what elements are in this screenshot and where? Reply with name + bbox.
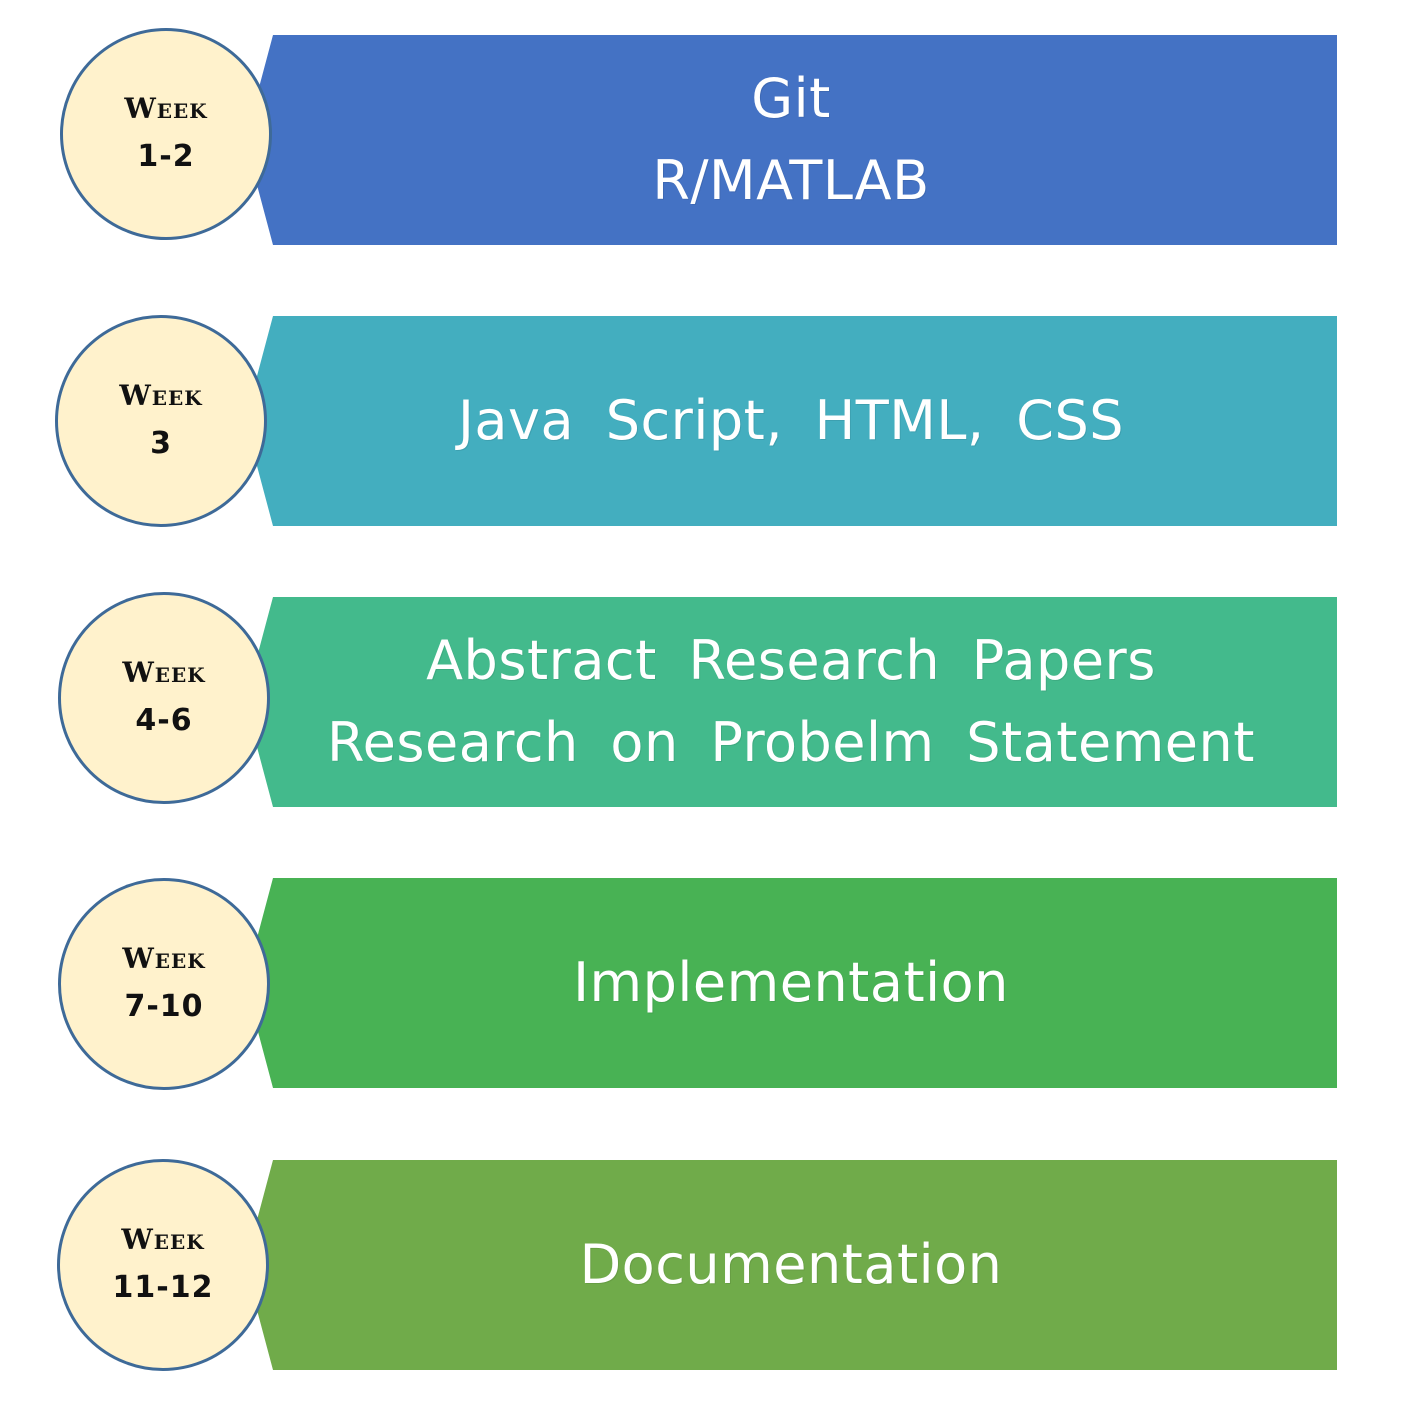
step-banner: Abstract Research Papers Research on Pro… <box>245 597 1337 807</box>
week-range: 3 <box>150 426 172 461</box>
step-text-line: Implementation <box>573 951 1009 1014</box>
step-banner: Git R/MATLAB <box>245 35 1337 245</box>
timeline-step-week-1-2: Git R/MATLAB Week 1-2 <box>0 28 1421 248</box>
timeline-step-week-7-10: Implementation Week 7-10 <box>0 871 1421 1091</box>
week-range: 7-10 <box>124 989 204 1024</box>
week-label: Week <box>122 942 206 975</box>
step-banner: Java Script, HTML, CSS <box>245 316 1337 526</box>
week-badge: Week 3 <box>55 315 267 527</box>
step-text-line: Research on Probelm Statement <box>327 711 1255 774</box>
week-label: Week <box>124 92 208 125</box>
step-text-line: R/MATLAB <box>652 149 930 212</box>
step-banner: Implementation <box>245 878 1337 1088</box>
week-range: 11-12 <box>112 1270 214 1305</box>
timeline-step-week-3: Java Script, HTML, CSS Week 3 <box>0 309 1421 529</box>
timeline-step-week-11-12: Documentation Week 11-12 <box>0 1153 1421 1373</box>
step-text-line: Java Script, HTML, CSS <box>457 389 1125 452</box>
week-label: Week <box>122 656 206 689</box>
week-range: 1-2 <box>137 139 195 174</box>
week-badge: Week 4-6 <box>58 592 270 804</box>
week-label: Week <box>119 379 203 412</box>
week-label: Week <box>121 1223 205 1256</box>
step-text-line: Documentation <box>579 1233 1003 1296</box>
week-badge: Week 7-10 <box>58 878 270 1090</box>
step-text-line: Git <box>751 67 831 130</box>
step-banner: Documentation <box>245 1160 1337 1370</box>
step-text-line: Abstract Research Papers <box>426 629 1156 692</box>
week-range: 4-6 <box>135 703 193 738</box>
week-badge: Week 11-12 <box>57 1159 269 1371</box>
timeline-step-week-4-6: Abstract Research Papers Research on Pro… <box>0 590 1421 810</box>
week-badge: Week 1-2 <box>60 28 272 240</box>
